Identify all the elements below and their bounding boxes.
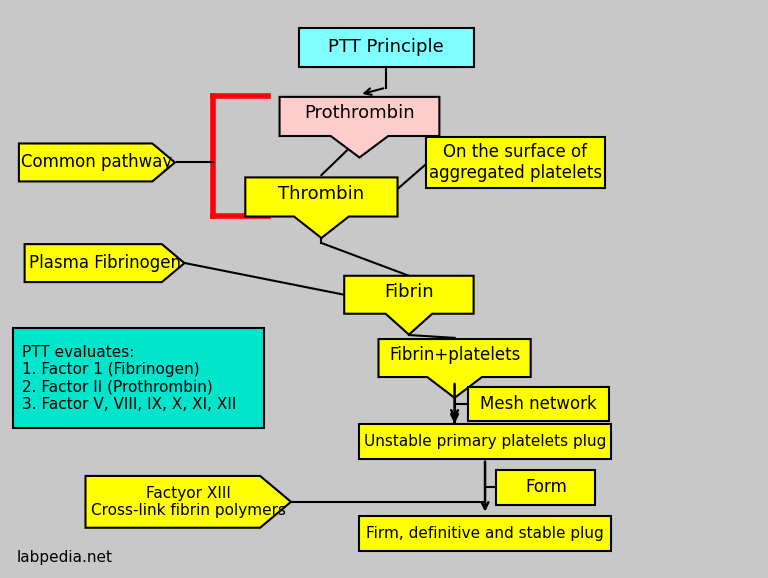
Text: Plasma Fibrinogen: Plasma Fibrinogen <box>28 254 180 272</box>
Text: Thrombin: Thrombin <box>278 185 365 203</box>
FancyBboxPatch shape <box>359 516 611 551</box>
Text: Unstable primary platelets plug: Unstable primary platelets plug <box>364 434 606 449</box>
Text: Prothrombin: Prothrombin <box>304 104 415 123</box>
Text: PTT evaluates:
1. Factor 1 (Fibrinogen)
2. Factor II (Prothrombin)
3. Factor V, : PTT evaluates: 1. Factor 1 (Fibrinogen) … <box>22 344 237 412</box>
Polygon shape <box>379 339 531 398</box>
Text: On the surface of
aggregated platelets: On the surface of aggregated platelets <box>429 143 602 182</box>
Text: labpedia.net: labpedia.net <box>17 550 113 565</box>
Text: PTT Principle: PTT Principle <box>328 38 444 57</box>
Polygon shape <box>25 244 184 282</box>
Text: Form: Form <box>525 479 567 497</box>
Text: Mesh network: Mesh network <box>480 395 597 413</box>
Text: Factyor XIII
Cross-link fibrin polymers: Factyor XIII Cross-link fibrin polymers <box>91 486 286 518</box>
Polygon shape <box>19 143 175 181</box>
Text: Common pathway: Common pathway <box>22 153 173 172</box>
Polygon shape <box>280 97 439 157</box>
Polygon shape <box>245 177 398 238</box>
FancyBboxPatch shape <box>299 28 474 67</box>
FancyBboxPatch shape <box>359 424 611 459</box>
Text: Fibrin+platelets: Fibrin+platelets <box>389 346 520 364</box>
FancyBboxPatch shape <box>426 136 605 188</box>
Polygon shape <box>85 476 291 528</box>
FancyBboxPatch shape <box>468 387 609 421</box>
Text: Fibrin: Fibrin <box>384 283 434 301</box>
FancyBboxPatch shape <box>496 470 595 505</box>
Polygon shape <box>344 276 474 335</box>
FancyBboxPatch shape <box>13 328 264 428</box>
Text: Firm, definitive and stable plug: Firm, definitive and stable plug <box>366 526 604 541</box>
